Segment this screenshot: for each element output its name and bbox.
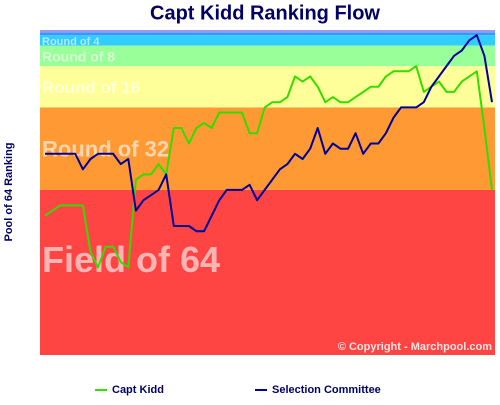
band <box>40 107 495 190</box>
band-label: Round of 8 <box>42 48 115 64</box>
band <box>40 35 495 46</box>
series-line <box>45 34 493 233</box>
band <box>40 30 495 33</box>
band-label: Round of 4 <box>42 36 100 48</box>
band <box>40 45 495 67</box>
band-label: Round of 32 <box>42 136 169 161</box>
band <box>40 32 495 36</box>
copyright: © Copyright - Marchpool.com <box>338 341 492 353</box>
chart-title: Capt Kidd Ranking Flow <box>150 2 380 24</box>
band-label: Round of 16 <box>42 78 140 97</box>
series-line <box>44 65 493 269</box>
band <box>40 189 495 355</box>
legend-label: Selection Committee <box>272 384 381 396</box>
legend-label: Capt Kidd <box>112 384 164 396</box>
y-axis-label: Pool of 64 Ranking <box>3 142 15 241</box>
